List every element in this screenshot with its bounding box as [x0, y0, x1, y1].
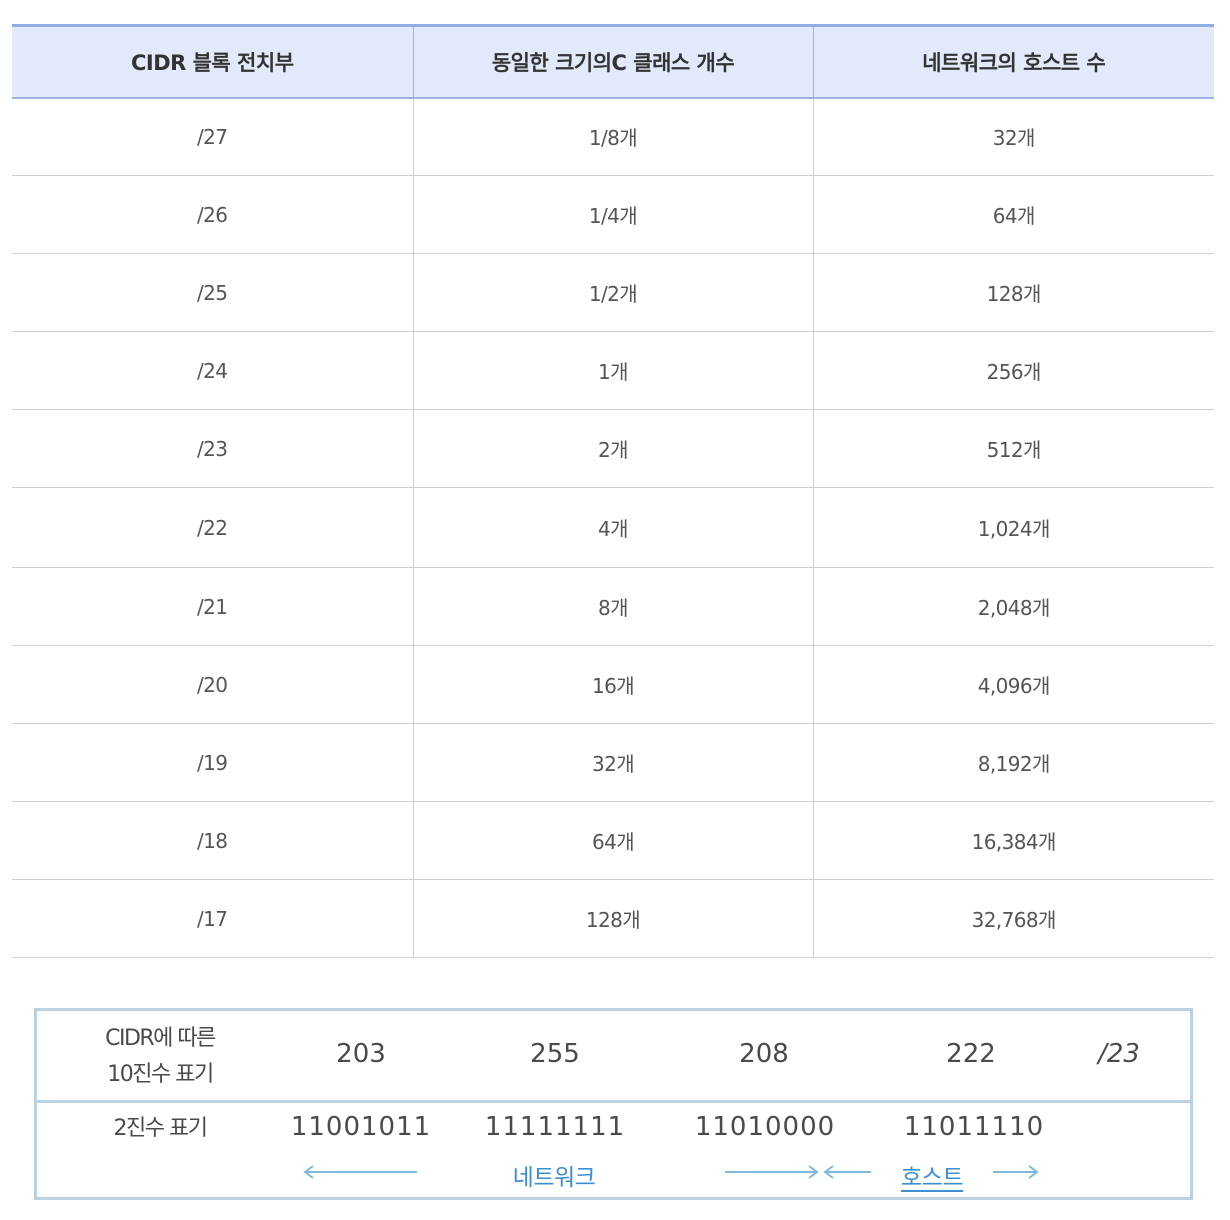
cell-host-count: 1,024개: [812, 487, 1214, 568]
cell-class-c-count: 16개: [412, 645, 813, 724]
decimal-row: [37, 1011, 1190, 1103]
table-row: /25 1/2개 128개: [12, 253, 1214, 332]
cell-class-c-count: 32개: [412, 723, 813, 802]
table-row: /27 1/8개 32개: [12, 97, 1214, 176]
cell-prefix: /21: [12, 567, 413, 646]
host-arrow-left-head: [823, 1165, 834, 1179]
cell-class-c-count: 8개: [412, 567, 813, 646]
network-label: 네트워크: [512, 1165, 596, 1191]
network-arrow-right-head: [808, 1165, 819, 1179]
cell-class-c-count: 2개: [412, 409, 813, 488]
binary-octet-1: 11001011: [290, 1112, 432, 1142]
table-row: /17 128개 32,768개: [12, 879, 1214, 958]
header-host-count: 네트워크의 호스트 수: [812, 24, 1214, 99]
cell-class-c-count: 4개: [412, 487, 813, 568]
table-row: /24 1개 256개: [12, 331, 1214, 410]
table-body: /27 1/8개 32개/26 1/4개 64개/25 1/2개 128개/24 1개 256개…: [12, 97, 1214, 958]
cell-host-count: 128개: [812, 253, 1214, 332]
cidr-notation-box: CIDR에 따른 10진수 표기 203 255 208 222 /23 2진수…: [34, 1008, 1193, 1200]
cell-class-c-count: 1/2개: [412, 253, 813, 332]
cell-prefix: /24: [12, 331, 413, 410]
host-arrow-right-head: [1028, 1165, 1039, 1179]
cell-host-count: 4,096개: [812, 645, 1214, 724]
host-label: 호스트: [901, 1165, 963, 1191]
cell-host-count: 256개: [812, 331, 1214, 410]
table-row: /18 64개 16,384개: [12, 801, 1214, 880]
cell-prefix: /22: [12, 487, 413, 568]
table-row: /21 8개 2,048개: [12, 567, 1214, 646]
binary-octet-4: 11011110: [903, 1112, 1045, 1142]
cell-prefix: /23: [12, 409, 413, 488]
cell-prefix: /25: [12, 253, 413, 332]
cell-prefix: /26: [12, 175, 413, 254]
header-prefix: CIDR 블록 전치부: [12, 24, 413, 99]
cell-class-c-count: 1/8개: [412, 97, 813, 176]
cell-prefix: /20: [12, 645, 413, 724]
cell-prefix: /17: [12, 879, 413, 958]
cell-host-count: 64개: [812, 175, 1214, 254]
cell-class-c-count: 64개: [412, 801, 813, 880]
cell-class-c-count: 1/4개: [412, 175, 813, 254]
decimal-label-line2: 10진수 표기: [107, 1062, 214, 1087]
cell-host-count: 512개: [812, 409, 1214, 488]
cell-host-count: 2,048개: [812, 567, 1214, 646]
header-row: CIDR 블록 전치부 동일한 크기의C 클래스 개수 네트워크의 호스트 수: [12, 24, 1214, 99]
table-row: /19 32개 8,192개: [12, 723, 1214, 802]
decimal-octet-3: 208: [739, 1039, 789, 1069]
span-arrows: [303, 1165, 1039, 1179]
cell-prefix: /19: [12, 723, 413, 802]
decimal-label: CIDR에 따른 10진수 표기: [105, 1021, 216, 1093]
cell-class-c-count: 128개: [412, 879, 813, 958]
table-row: /26 1/4개 64개: [12, 175, 1214, 254]
table-row: /22 4개 1,024개: [12, 487, 1214, 568]
table-row: /23 2개 512개: [12, 409, 1214, 488]
decimal-label-line1: CIDR에 따른: [105, 1026, 216, 1051]
cidr-table: CIDR 블록 전치부 동일한 크기의C 클래스 개수 네트워크의 호스트 수 …: [12, 24, 1214, 958]
table-row: /20 16개 4,096개: [12, 645, 1214, 724]
decimal-octet-2: 255: [530, 1039, 580, 1069]
table-header: CIDR 블록 전치부 동일한 크기의C 클래스 개수 네트워크의 호스트 수: [12, 24, 1214, 99]
binary-octet-2: 11111111: [484, 1112, 626, 1142]
binary-label: 2진수 표기: [113, 1116, 208, 1141]
decimal-octet-4: 222: [946, 1039, 996, 1069]
network-arrow-left-head: [303, 1165, 314, 1179]
prefix-length: /23: [1098, 1039, 1140, 1069]
cell-class-c-count: 1개: [412, 331, 813, 410]
cell-prefix: /18: [12, 801, 413, 880]
cell-host-count: 8,192개: [812, 723, 1214, 802]
binary-octet-3: 11010000: [694, 1112, 836, 1142]
cell-host-count: 32개: [812, 97, 1214, 176]
cell-prefix: /27: [12, 97, 413, 176]
cell-host-count: 16,384개: [812, 801, 1214, 880]
cell-host-count: 32,768개: [812, 879, 1214, 958]
header-class-c-count: 동일한 크기의C 클래스 개수: [412, 24, 813, 99]
decimal-octet-1: 203: [336, 1039, 386, 1069]
